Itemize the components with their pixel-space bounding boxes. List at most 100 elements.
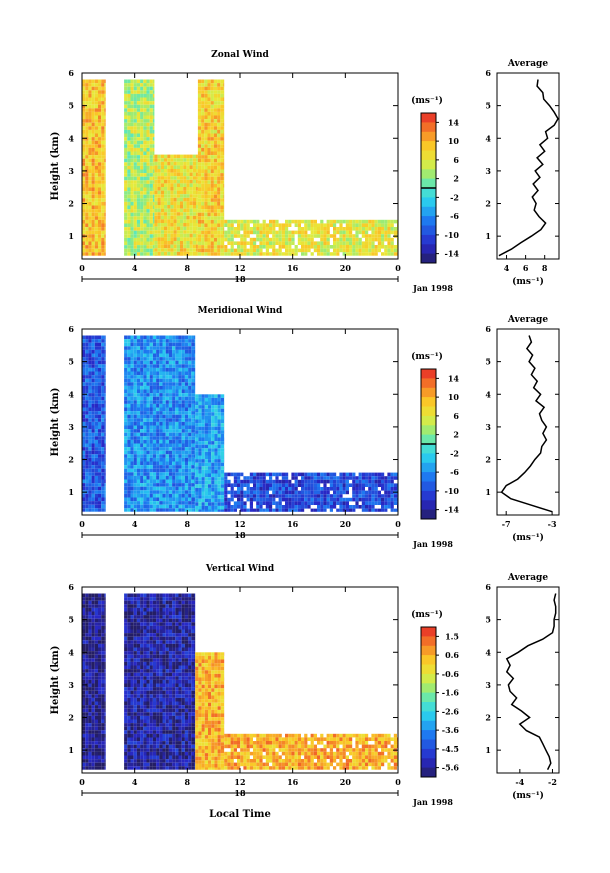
heatmap-cell	[275, 501, 279, 505]
heatmap-cell	[194, 501, 196, 505]
heatmap-cell	[196, 187, 198, 191]
heatmap-cell	[130, 508, 134, 512]
heatmap-cell	[339, 483, 343, 487]
heatmap-cell	[345, 505, 349, 509]
heatmap-cell	[88, 101, 92, 105]
heatmap-cell	[149, 230, 153, 235]
heatmap-cell	[352, 483, 356, 487]
heatmap-cell	[85, 140, 89, 145]
heatmap-cell	[124, 342, 128, 347]
heatmap-cell	[329, 219, 333, 224]
heatmap-cell	[152, 93, 155, 98]
heatmap-cell	[291, 230, 295, 235]
heatmap-cell	[317, 472, 321, 477]
heatmap-cell	[197, 241, 202, 246]
heatmap-cell	[368, 241, 372, 245]
panel-title: Vertical Wind	[205, 564, 275, 574]
heatmap-cell	[98, 421, 102, 426]
heatmap-cell	[246, 219, 250, 224]
heatmap-cell	[162, 497, 166, 502]
heatmap-cell	[146, 165, 150, 170]
heatmap-cell	[82, 393, 86, 397]
heatmap-cell	[160, 223, 164, 227]
heatmap-cell	[240, 508, 244, 512]
heatmap-cell	[98, 429, 102, 433]
heatmap-cell	[91, 227, 95, 231]
heatmap-cell	[140, 349, 144, 354]
heatmap-cell	[230, 508, 234, 512]
heatmap-cell	[246, 223, 250, 227]
heatmap-cell	[157, 169, 161, 173]
heatmap-cell	[180, 230, 184, 234]
heatmap-cell	[272, 234, 276, 238]
heatmap-cell	[224, 505, 228, 509]
heatmap-cell	[265, 479, 269, 484]
heatmap-cell	[178, 490, 182, 494]
heatmap-cell	[188, 486, 192, 491]
heatmap-cell	[333, 501, 337, 505]
heatmap-cell	[149, 385, 153, 390]
heatmap-cell	[278, 505, 282, 509]
heatmap-cell	[278, 479, 282, 484]
heatmap-cell	[371, 237, 375, 242]
heatmap-cell	[201, 234, 205, 238]
heatmap-cell	[140, 245, 144, 249]
heatmap-cell	[253, 219, 257, 224]
heatmap-cell	[336, 252, 340, 256]
heatmap-cell	[301, 241, 305, 245]
heatmap-cell	[384, 490, 388, 495]
heatmap-cell	[124, 212, 128, 217]
heatmap-cell	[94, 194, 98, 199]
heatmap-cell	[358, 241, 362, 245]
heatmap-cell	[88, 751, 92, 756]
heatmap-cell	[368, 245, 372, 249]
heatmap-cell	[184, 418, 189, 422]
heatmap-cell	[140, 371, 144, 376]
heatmap-cell	[197, 133, 202, 138]
heatmap-cell	[208, 495, 212, 499]
heatmap-cell	[170, 241, 174, 245]
colorbar-swatch	[421, 169, 436, 180]
heatmap-cell	[149, 108, 153, 112]
heatmap-cell	[167, 158, 171, 162]
heatmap-cell	[152, 133, 155, 138]
heatmap-cell	[85, 672, 89, 677]
heatmap-cell	[152, 382, 157, 386]
heatmap-cell	[189, 154, 193, 159]
heatmap-cell	[82, 468, 86, 473]
heatmap-cell	[358, 252, 362, 256]
heatmap-cell	[127, 230, 131, 235]
heatmap-cell	[275, 241, 279, 245]
heatmap-cell	[269, 230, 273, 235]
colorbar-tick-label: -14	[445, 505, 460, 515]
heatmap-cell	[130, 191, 134, 195]
heatmap-cell	[164, 241, 168, 245]
heatmap-cell	[136, 237, 141, 242]
heatmap-cell	[168, 454, 173, 458]
heatmap-cell	[124, 360, 128, 365]
heatmap-cell	[164, 154, 168, 159]
heatmap-cell	[152, 439, 157, 444]
heatmap-cell	[204, 484, 208, 488]
heatmap-cell	[265, 494, 269, 498]
heatmap-cell	[101, 115, 105, 120]
heatmap-cell	[269, 508, 273, 512]
heatmap-cell	[88, 353, 92, 358]
heatmap-cell	[188, 450, 192, 455]
heatmap-cell	[213, 97, 218, 102]
heatmap-cell	[269, 483, 273, 487]
heatmap-cell	[217, 219, 221, 224]
heatmap-cell	[146, 93, 150, 98]
heatmap-cell	[210, 147, 214, 152]
heatmap-cell	[91, 342, 95, 347]
heatmap-cell	[204, 180, 208, 184]
heatmap-cell	[88, 137, 92, 141]
heatmap-cell	[301, 483, 305, 487]
heatmap-cell	[390, 227, 394, 231]
heatmap-cell	[82, 672, 86, 677]
heatmap-cell	[156, 400, 160, 404]
heatmap-cell	[140, 108, 144, 112]
heatmap-cell	[124, 349, 128, 354]
heatmap-cell	[204, 487, 208, 492]
